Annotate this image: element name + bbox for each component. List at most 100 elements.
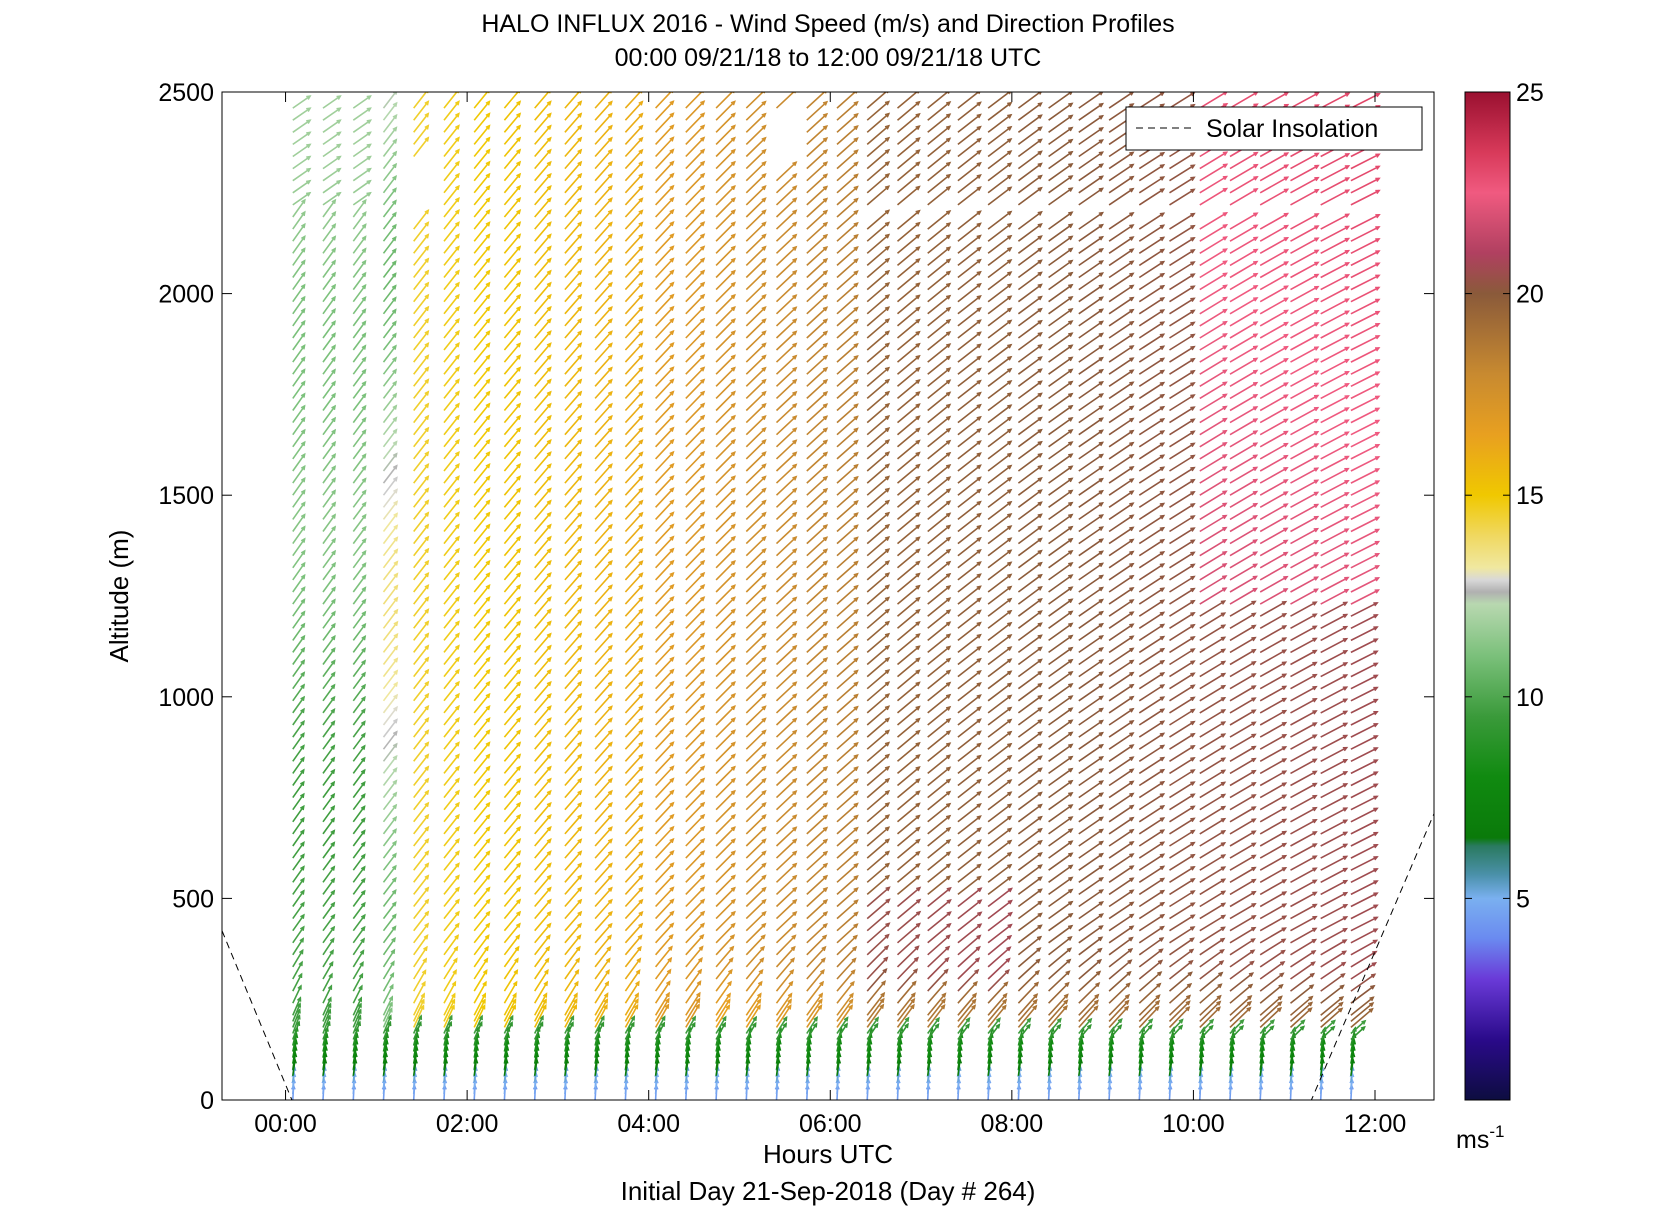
wind-vector (503, 729, 521, 750)
wind-vector-head (360, 841, 366, 847)
wind-vector (352, 733, 366, 750)
wind-vector (443, 766, 460, 786)
wind-vector (1017, 999, 1038, 1022)
wind-vector (745, 560, 767, 581)
wind-vector (443, 875, 460, 895)
wind-vector-head (455, 245, 460, 251)
wind-vector (292, 550, 306, 569)
wind-vector-head (485, 765, 491, 771)
wind-vector-head (727, 968, 733, 975)
wind-vector-head (638, 221, 644, 227)
wind-vector (775, 851, 797, 871)
wind-vector (382, 1002, 393, 1022)
wind-vector-head (300, 489, 306, 495)
wind-vector-head (485, 753, 491, 759)
wind-vector-head (392, 440, 398, 446)
wind-vector (413, 645, 429, 665)
wind-vector-head (485, 221, 491, 227)
wind-vector-head (853, 463, 859, 469)
wind-vector (473, 596, 491, 617)
wind-vector-head (546, 499, 552, 505)
wind-vector (473, 621, 491, 641)
wind-vector (775, 536, 797, 557)
wind-vector-head (392, 754, 398, 761)
wind-vector-head (516, 305, 522, 312)
wind-vector (775, 584, 797, 605)
wind-vector-head (945, 790, 952, 796)
wind-vector-head (331, 416, 337, 423)
wind-vector-head (915, 403, 921, 409)
wind-vector (322, 574, 336, 593)
wind-vector-head (638, 632, 644, 638)
wind-vector (715, 439, 736, 460)
wind-vector-head (424, 487, 430, 493)
wind-vector (745, 149, 767, 170)
wind-vector-head (455, 910, 460, 916)
wind-vector (352, 973, 364, 992)
wind-vector-head (391, 296, 397, 302)
wind-vector-head (330, 829, 336, 835)
wind-vector (534, 233, 552, 254)
wind-vector (443, 342, 460, 363)
wind-vector (352, 514, 367, 532)
wind-vector-head (455, 874, 460, 880)
wind-vector-head (730, 160, 736, 166)
wind-vector-head (577, 850, 583, 856)
wind-vector-head (910, 992, 916, 998)
wind-vector-head (607, 257, 613, 263)
wind-vector-head (330, 671, 336, 677)
wind-vector (382, 645, 398, 665)
wind-vector-head (424, 414, 430, 420)
wind-vector-head (331, 210, 337, 217)
wind-vector (866, 741, 890, 762)
wind-vector (322, 720, 336, 738)
wind-vector-head (577, 777, 583, 783)
wind-vector-head (822, 572, 829, 578)
wind-vector (655, 173, 674, 194)
wind-vector (806, 367, 828, 387)
wind-vector-head (424, 874, 430, 880)
wind-vector-head (300, 452, 306, 459)
wind-vector (836, 282, 859, 303)
wind-vector-head (761, 560, 767, 566)
wind-vector (503, 645, 521, 666)
wind-vector-head (360, 913, 366, 920)
wind-vector (503, 778, 521, 799)
wind-vector (806, 560, 828, 581)
wind-vector (352, 1021, 361, 1040)
wind-vector-head (729, 934, 736, 940)
wind-vector-head (853, 197, 859, 203)
wind-vector (806, 1040, 811, 1058)
wind-vector-head (700, 692, 706, 699)
wind-vector-head (393, 560, 399, 566)
wind-vector-head (424, 233, 430, 239)
wind-vector-head (638, 342, 644, 348)
wind-vector (443, 246, 460, 266)
wind-vector-head (792, 487, 798, 493)
wind-vector-head (305, 191, 312, 197)
wind-vector (745, 318, 767, 339)
wind-vector (564, 512, 582, 533)
wind-vector-head (455, 753, 460, 759)
wind-vector-head (761, 439, 767, 445)
wind-vector (775, 863, 797, 883)
wind-vector-head (756, 998, 762, 1004)
wind-vector-head (546, 112, 552, 118)
wind-vector (503, 342, 521, 363)
wind-vector (775, 1046, 781, 1064)
wind-vector (685, 100, 705, 121)
wind-vector-head (326, 1014, 331, 1020)
wind-vector-head (607, 850, 613, 856)
wind-vector (564, 958, 580, 980)
wind-vector-head (915, 209, 921, 215)
wind-vector-head (390, 960, 395, 966)
wind-vector (624, 427, 643, 448)
wind-vector-head (569, 1014, 575, 1021)
wind-vector-head (485, 922, 491, 928)
wind-vector (896, 306, 921, 327)
wind-vector (927, 946, 950, 968)
wind-vector (836, 999, 854, 1022)
wind-vector (352, 854, 366, 871)
wind-vector-head (577, 644, 583, 650)
wind-vector (624, 294, 643, 315)
